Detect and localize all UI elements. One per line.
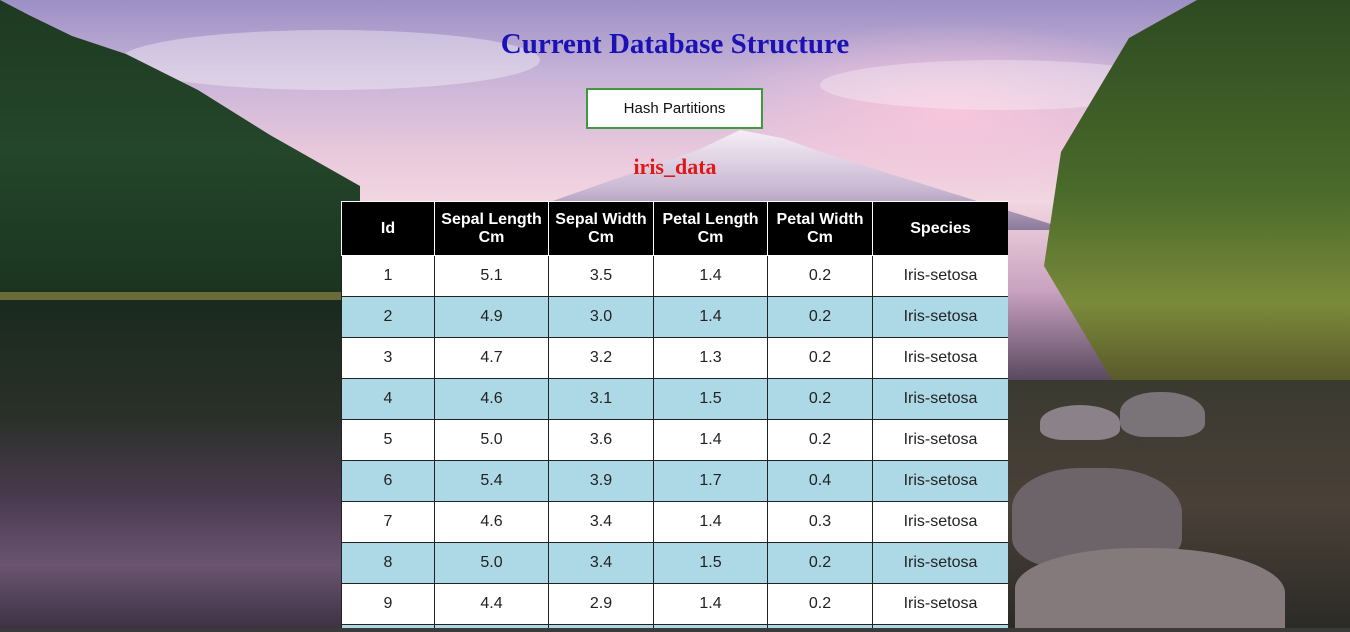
cell-id: 4 [341, 378, 435, 420]
cell-id: 2 [341, 296, 435, 338]
cell-sepal-length: 5.1 [434, 255, 549, 297]
cell-sepal-length: 4.4 [434, 583, 549, 625]
table-row: 5 5.0 3.6 1.4 0.2 Iris-setosa [341, 419, 1008, 461]
cell-petal-length: 1.4 [653, 419, 768, 461]
cell-id: 8 [341, 542, 435, 584]
shore-left [0, 292, 345, 300]
cell-id: 6 [341, 460, 435, 502]
column-header-petal-width: Petal Width Cm [767, 201, 873, 256]
cell-sepal-length: 5.0 [434, 542, 549, 584]
table-name-heading: iris_data [633, 154, 717, 179]
cell-petal-width: 0.2 [767, 419, 873, 461]
cell-species: Iris-setosa [872, 255, 1008, 297]
table-row: 1 5.1 3.5 1.4 0.2 Iris-setosa [341, 255, 1008, 297]
cell-id: 9 [341, 583, 435, 625]
data-table-container[interactable]: Id Sepal Length Cm Sepal Width Cm Petal … [341, 201, 1008, 632]
column-header-sepal-length: Sepal Length Cm [434, 201, 549, 256]
cell-sepal-length: 4.6 [434, 378, 549, 420]
cell-sepal-width: 2.9 [548, 583, 654, 625]
cell-petal-width: 0.3 [767, 501, 873, 543]
cell-sepal-width: 3.6 [548, 419, 654, 461]
cell-petal-length: 1.5 [653, 542, 768, 584]
cell-sepal-width: 3.9 [548, 460, 654, 502]
cell-id: 3 [341, 337, 435, 379]
cell-petal-length: 1.4 [653, 255, 768, 297]
hash-partitions-button[interactable]: Hash Partitions [586, 88, 763, 129]
cell-id: 1 [341, 255, 435, 297]
table-row: 8 5.0 3.4 1.5 0.2 Iris-setosa [341, 542, 1008, 584]
cell-petal-width: 0.2 [767, 296, 873, 338]
rock [1120, 392, 1205, 437]
cell-sepal-length: 5.0 [434, 419, 549, 461]
cell-sepal-length: 4.7 [434, 337, 549, 379]
cell-petal-length: 1.5 [653, 378, 768, 420]
cloud [120, 30, 540, 90]
cell-petal-length: 1.7 [653, 460, 768, 502]
table-row: 7 4.6 3.4 1.4 0.3 Iris-setosa [341, 501, 1008, 543]
cell-species: Iris-setosa [872, 337, 1008, 379]
cell-sepal-width: 3.0 [548, 296, 654, 338]
cell-petal-width: 0.2 [767, 337, 873, 379]
cell-species: Iris-setosa [872, 460, 1008, 502]
cell-sepal-length: 5.4 [434, 460, 549, 502]
cell-species: Iris-setosa [872, 542, 1008, 584]
column-header-petal-length: Petal Length Cm [653, 201, 768, 256]
table-row: 9 4.4 2.9 1.4 0.2 Iris-setosa [341, 583, 1008, 625]
cell-species: Iris-setosa [872, 583, 1008, 625]
cell-id: 5 [341, 419, 435, 461]
table-row: 3 4.7 3.2 1.3 0.2 Iris-setosa [341, 337, 1008, 379]
cell-species: Iris-setosa [872, 419, 1008, 461]
cell-petal-width: 0.2 [767, 255, 873, 297]
cell-petal-length: 1.4 [653, 296, 768, 338]
table-row: 6 5.4 3.9 1.7 0.4 Iris-setosa [341, 460, 1008, 502]
cell-petal-length: 1.4 [653, 501, 768, 543]
cell-sepal-length: 4.9 [434, 296, 549, 338]
cell-petal-length: 1.4 [653, 583, 768, 625]
table-header-row: Id Sepal Length Cm Sepal Width Cm Petal … [341, 201, 1008, 256]
table-row: 2 4.9 3.0 1.4 0.2 Iris-setosa [341, 296, 1008, 338]
cell-petal-width: 0.2 [767, 378, 873, 420]
cell-petal-width: 0.4 [767, 460, 873, 502]
cell-species: Iris-setosa [872, 501, 1008, 543]
column-header-species: Species [872, 201, 1008, 256]
cell-petal-length: 1.3 [653, 337, 768, 379]
cell-sepal-width: 3.1 [548, 378, 654, 420]
rock [1040, 405, 1120, 440]
cell-sepal-width: 3.5 [548, 255, 654, 297]
lake-water-left [0, 300, 345, 632]
iris-data-table: Id Sepal Length Cm Sepal Width Cm Petal … [341, 201, 1008, 632]
page-title: Current Database Structure [500, 28, 850, 60]
table-row: 4 4.6 3.1 1.5 0.2 Iris-setosa [341, 378, 1008, 420]
cell-sepal-length: 4.6 [434, 501, 549, 543]
column-header-sepal-width: Sepal Width Cm [548, 201, 654, 256]
cell-petal-width: 0.2 [767, 542, 873, 584]
cell-species: Iris-setosa [872, 296, 1008, 338]
cell-sepal-width: 3.2 [548, 337, 654, 379]
cell-sepal-width: 3.4 [548, 501, 654, 543]
cell-id: 7 [341, 501, 435, 543]
column-header-id: Id [341, 201, 435, 256]
bottom-edge-bar [0, 628, 1350, 632]
cell-sepal-width: 3.4 [548, 542, 654, 584]
rock [1015, 548, 1285, 632]
cell-petal-width: 0.2 [767, 583, 873, 625]
cell-species: Iris-setosa [872, 378, 1008, 420]
